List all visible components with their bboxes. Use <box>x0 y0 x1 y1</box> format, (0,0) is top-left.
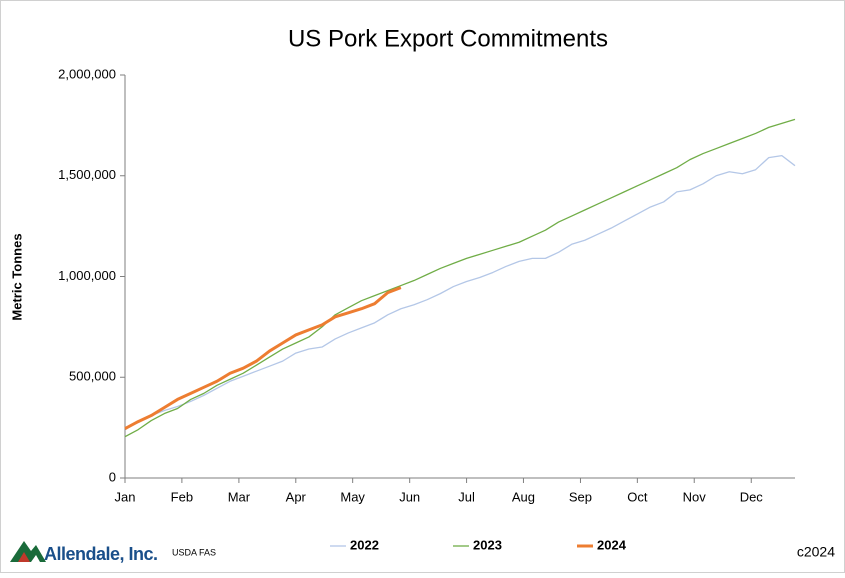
legend-item: 2024 <box>577 537 627 552</box>
x-tick-label: Aug <box>512 489 535 504</box>
legend-label: 2024 <box>597 537 627 552</box>
logo: Allendale, Inc. <box>10 541 158 564</box>
legend-item: 2023 <box>453 537 502 552</box>
logo-accent <box>18 552 30 562</box>
y-tick-label: 0 <box>109 469 116 484</box>
copyright: c2024 <box>797 544 835 560</box>
x-tick-label: Feb <box>171 489 193 504</box>
legend-label: 2022 <box>350 537 379 552</box>
x-tick-label: Dec <box>740 489 764 504</box>
x-tick-label: Mar <box>228 489 251 504</box>
logo-mark <box>10 541 46 562</box>
x-tick-label: Apr <box>286 489 307 504</box>
source-note: USDA FAS <box>172 547 216 557</box>
x-tick-label: May <box>340 489 365 504</box>
x-tick-label: Jul <box>458 489 475 504</box>
series-line <box>124 286 402 430</box>
x-tick-label: Sep <box>569 489 592 504</box>
chart-title: US Pork Export Commitments <box>288 25 608 52</box>
x-tick-label: Jun <box>399 489 420 504</box>
series-line <box>124 118 796 438</box>
y-tick-label: 2,000,000 <box>58 66 116 81</box>
legend-label: 2023 <box>473 537 502 552</box>
y-tick-label: 500,000 <box>69 369 116 384</box>
x-tick-label: Nov <box>683 489 707 504</box>
y-axis-label: Metric Tonnes <box>9 233 24 320</box>
x-tick-label: Jan <box>115 489 136 504</box>
y-tick-label: 1,500,000 <box>58 167 116 182</box>
y-tick-label: 1,000,000 <box>58 268 116 283</box>
series-line <box>124 154 796 429</box>
x-tick-label: Oct <box>627 489 648 504</box>
legend-item: 2022 <box>330 537 379 552</box>
brand-name: Allendale, Inc. <box>44 544 158 564</box>
